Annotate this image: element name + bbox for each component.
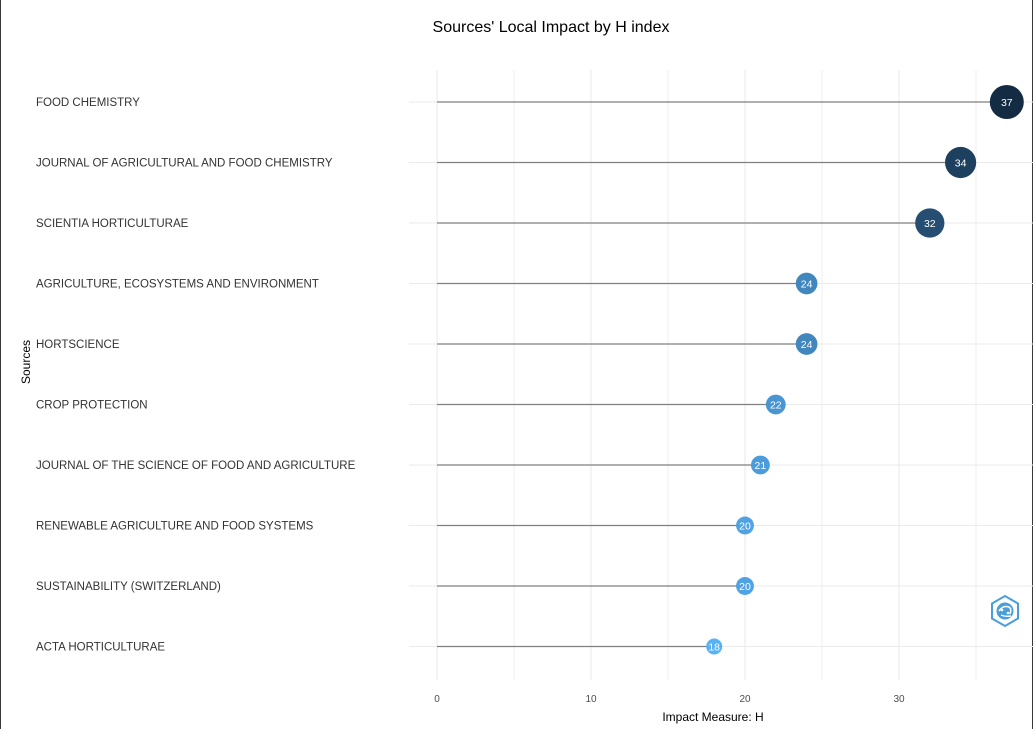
- dot-value-label: 22: [770, 399, 782, 411]
- bibliometrix-logo-icon: [991, 594, 1019, 628]
- chart-title: Sources' Local Impact by H index: [433, 19, 670, 36]
- lollipop-dot: [915, 208, 945, 238]
- category-label: AGRICULTURE, ECOSYSTEMS AND ENVIRONMENT: [36, 279, 319, 291]
- lollipop-dot: [765, 394, 786, 415]
- lollipop-dot: [795, 272, 818, 295]
- category-label: RENEWABLE AGRICULTURE AND FOOD SYSTEMS: [36, 521, 314, 533]
- x-tick-label: 20: [739, 694, 751, 705]
- category-label: ACTA HORTICULTURAE: [36, 642, 165, 654]
- y-axis-title: Sources: [19, 340, 33, 384]
- x-tick-label: 0: [434, 694, 440, 705]
- lollipop-dot: [736, 516, 754, 535]
- dot-value-label: 37: [1001, 97, 1013, 109]
- x-tick-label: 30: [893, 694, 905, 705]
- category-label: HORTSCIENCE: [36, 339, 120, 351]
- category-label: SUSTAINABILITY (SWITZERLAND): [36, 581, 221, 593]
- category-label: CROP PROTECTION: [36, 400, 148, 412]
- category-label: FOOD CHEMISTRY: [36, 97, 140, 109]
- x-tick-labels: 0 10 20 30: [434, 694, 905, 705]
- lollipop-dot: [706, 638, 723, 655]
- dot-value-label: 18: [708, 641, 720, 653]
- dot-value-label: 21: [755, 460, 767, 472]
- lollipop-dot: [795, 333, 818, 355]
- lollipop-dot: [989, 85, 1024, 119]
- category-label: JOURNAL OF THE SCIENCE OF FOOD AND AGRIC…: [36, 460, 356, 472]
- dots-layer: 37 34 32 24 24 22 21 20 20 18: [706, 85, 1024, 655]
- lollipop-dot: [736, 577, 754, 595]
- dot-value-label: 24: [801, 339, 813, 351]
- category-label: SCIENTIA HORTICULTURAE: [36, 218, 189, 230]
- dot-value-label: 34: [955, 157, 967, 169]
- dot-value-label: 24: [801, 278, 813, 290]
- x-axis-title: Impact Measure: H: [662, 710, 763, 724]
- lollipop-dot: [750, 455, 770, 475]
- category-label: JOURNAL OF AGRICULTURAL AND FOOD CHEMIST…: [36, 158, 333, 170]
- dot-value-label: 20: [739, 581, 751, 593]
- stems-layer: [437, 101, 1007, 648]
- x-tick-label: 10: [585, 694, 597, 705]
- lollipop-dot: [945, 146, 977, 179]
- dot-value-label: 20: [739, 520, 751, 532]
- category-labels: FOOD CHEMISTRY JOURNAL OF AGRICULTURAL AN…: [36, 97, 356, 654]
- grid-layer: [409, 70, 1033, 680]
- dot-value-label: 32: [924, 218, 936, 230]
